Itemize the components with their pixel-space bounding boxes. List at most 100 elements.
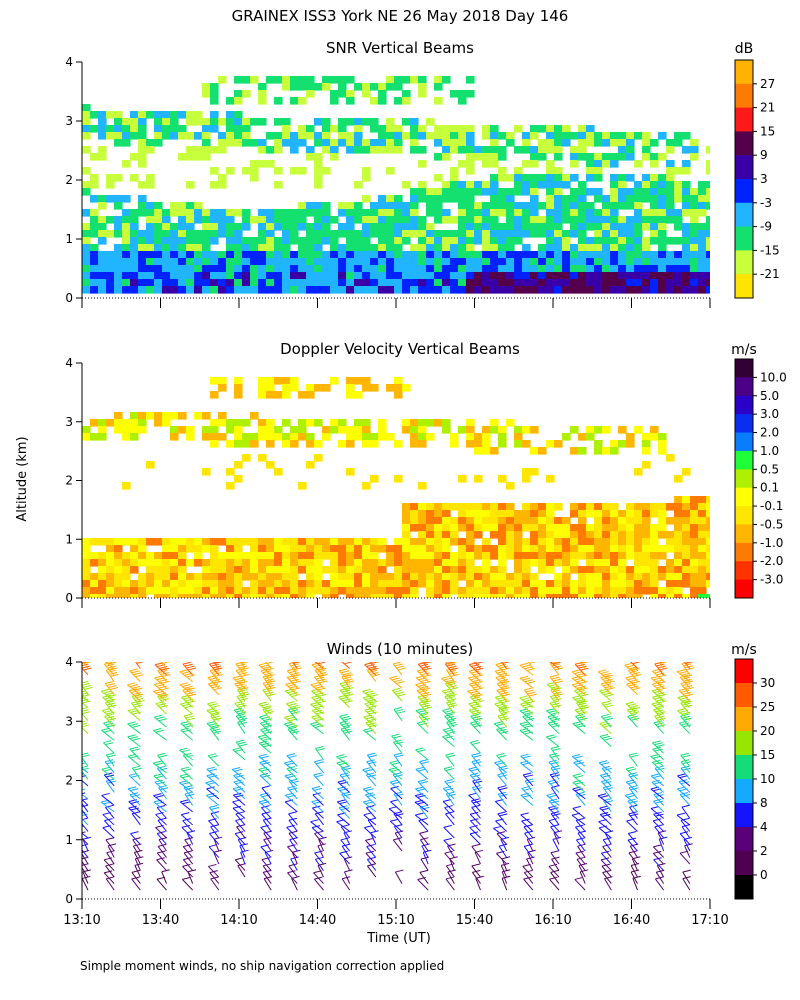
wind-barb [652,844,665,858]
field-cell [634,559,643,567]
wind-barb [444,778,455,793]
field-cell [474,510,483,518]
field-cell [450,524,459,532]
wind-barb [179,747,193,761]
field-cell [218,566,227,574]
field-cell [490,195,499,203]
field-cell [698,265,707,273]
field-cell [658,510,667,518]
field-cell [594,237,603,245]
field-cell [402,265,411,273]
field-cell [394,132,403,140]
field-cell [282,230,291,238]
field-cell [162,559,171,567]
field-cell [418,559,427,567]
field-cell [706,167,710,175]
field-cell [578,146,587,154]
wind-barb [153,793,167,806]
field-cell [530,230,539,238]
field-cell [506,545,515,553]
field-cell [114,538,123,546]
field-cell [674,503,683,511]
field-cell [290,167,299,175]
field-cell [530,146,539,154]
field-cell [354,573,363,581]
field-cell [202,594,211,598]
field-cell [570,426,579,434]
field-cell [674,188,683,196]
field-cell [282,265,291,273]
field-cell [178,111,187,119]
field-cell [290,440,299,448]
field-cell [418,279,427,287]
wind-barb [291,849,301,865]
field-cell [370,545,379,553]
wind-barb [258,662,274,676]
field-cell [426,580,435,588]
field-cell [490,139,499,147]
field-cell [194,580,203,588]
wind-barb [131,693,145,708]
field-cell [530,202,539,210]
field-cell [466,552,475,560]
field-cell [498,433,507,441]
field-cell [146,412,155,420]
wind-barb [523,869,534,884]
field-cell [418,90,427,98]
wind-barb [131,811,141,826]
field-cell [298,594,307,598]
field-cell [698,209,707,217]
wind-barb [523,687,538,702]
field-cell [514,146,523,154]
wind-barb [231,766,246,780]
field-cell [242,90,251,98]
field-cell [314,566,323,574]
field-cell [170,223,179,231]
field-cell [258,433,267,441]
wind-barb [232,675,248,689]
field-cell [482,503,491,511]
field-cell [674,594,683,598]
field-cell [242,587,251,595]
field-cell [378,594,387,598]
field-cell [234,440,243,448]
field-cell [250,594,259,598]
wind-barb [443,766,455,780]
wind-barb [366,667,381,682]
field-cell [602,426,611,434]
field-cell [290,552,299,560]
field-cell [330,426,339,434]
field-cell [354,419,363,427]
field-cell [138,202,147,210]
field-cell [610,517,619,525]
field-cell [634,426,643,434]
wind-barb [682,869,691,884]
wind-barb [369,662,380,669]
wind-barb [388,806,403,819]
field-cell [626,139,635,147]
field-cell [250,160,259,168]
field-cell [370,209,379,217]
field-cell [698,237,707,245]
field-cell [210,230,219,238]
field-cell [594,132,603,140]
field-cell [450,503,459,511]
field-cell [306,279,315,287]
wind-barb [287,870,298,884]
field-cell [442,132,451,140]
field-cell [690,559,699,567]
field-cell [338,251,347,259]
field-cell [594,426,603,434]
field-cell [602,594,611,598]
field-cell [170,594,179,598]
field-cell [466,230,475,238]
field-cell [570,223,579,231]
field-cell [658,209,667,217]
field-cell [482,566,491,574]
field-cell [106,132,115,140]
field-cell [258,538,267,546]
wind-barb [235,739,248,754]
field-cell [218,146,227,154]
field-cell [658,272,667,280]
wind-barb [444,662,459,676]
